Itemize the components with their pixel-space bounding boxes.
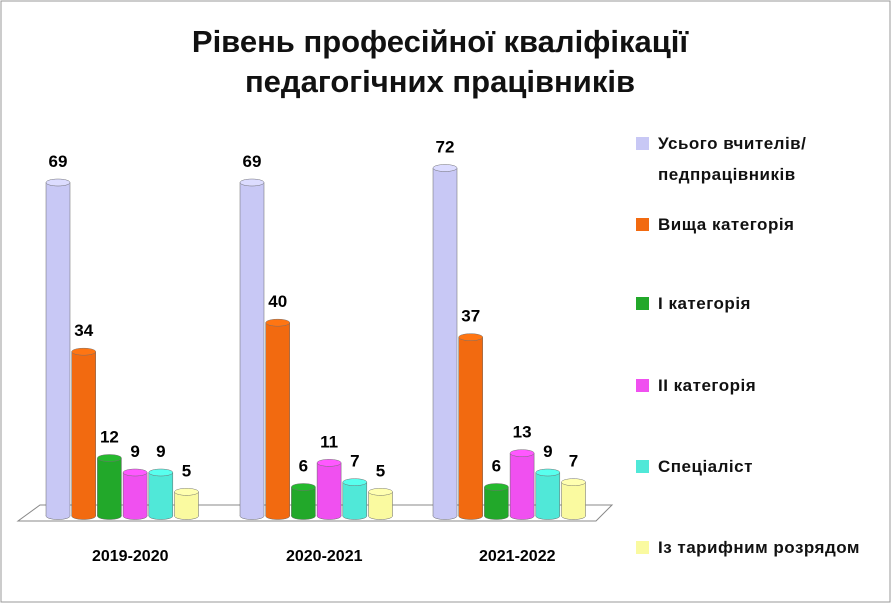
x-tick-label: 2020-2021	[286, 548, 363, 565]
bar-part	[265, 322, 290, 516]
bar	[432, 164, 458, 520]
legend-swatch	[636, 460, 649, 473]
bar	[239, 178, 265, 520]
bar-part	[433, 168, 457, 516]
legend-swatch	[636, 541, 649, 554]
data-label: 9	[156, 442, 165, 461]
legend-label: І категорія	[658, 294, 751, 313]
data-label: 69	[49, 152, 68, 171]
bar-part	[509, 449, 535, 457]
bar	[316, 459, 342, 520]
bar-part	[535, 468, 561, 477]
legend-swatch	[636, 297, 649, 310]
bar-part	[174, 491, 199, 516]
bar-part	[342, 482, 367, 516]
data-label: 9	[130, 442, 139, 461]
bar	[97, 454, 122, 520]
bar-part	[97, 458, 122, 516]
data-label: 5	[376, 461, 385, 480]
bar	[71, 347, 96, 520]
bar-part	[317, 462, 342, 516]
bar-part	[368, 488, 393, 496]
data-label: 72	[436, 137, 455, 156]
bar	[122, 468, 148, 520]
bar-part	[510, 453, 535, 516]
bar-part	[458, 337, 483, 516]
bar-part	[46, 182, 70, 516]
legend-item: Усього вчителів/ педпрацівників	[636, 128, 876, 190]
bar	[484, 483, 509, 520]
bar-part	[342, 478, 368, 486]
chart-title: Рівень професійної кваліфікації педагогі…	[191, 24, 689, 99]
bar-part	[368, 491, 393, 516]
data-label: 34	[74, 321, 93, 340]
bar-part	[432, 164, 458, 172]
legend-item: Спеціаліст	[636, 451, 876, 482]
legend-label: Вища категорія	[658, 215, 795, 234]
bar-part	[265, 318, 290, 327]
bar	[342, 478, 368, 520]
bar	[535, 468, 561, 520]
bar	[265, 318, 290, 520]
data-label: 6	[299, 456, 308, 475]
data-label: 6	[492, 456, 501, 475]
bar-part	[97, 454, 122, 462]
legend-swatch	[636, 218, 649, 231]
bar	[291, 483, 316, 520]
bar-part	[316, 459, 342, 467]
bar-part	[291, 483, 316, 491]
data-label: 7	[569, 452, 578, 471]
bar-part	[240, 182, 264, 516]
x-tick-label: 2021-2022	[479, 548, 556, 565]
bar-part	[484, 483, 509, 491]
legend-item: Із тарифним розрядом	[636, 532, 876, 563]
bar	[509, 449, 535, 520]
data-label: 40	[268, 292, 287, 311]
data-label: 9	[543, 442, 552, 461]
bar-part	[122, 468, 148, 477]
bar-part	[71, 351, 96, 516]
bar	[561, 478, 586, 520]
legend-item: Вища категорія	[636, 209, 876, 240]
data-label: 69	[243, 152, 262, 171]
bar-part	[45, 178, 71, 187]
bar-part	[291, 487, 316, 516]
data-label: 12	[100, 427, 119, 446]
bar-part	[561, 478, 586, 486]
legend-label: Усього вчителів/ педпрацівників	[658, 134, 807, 184]
legend-label: ІІ категорія	[658, 376, 757, 395]
bar	[174, 488, 199, 520]
bar-part	[148, 468, 174, 477]
data-label: 37	[461, 307, 480, 326]
bar-part	[123, 472, 148, 516]
legend-item: І категорія	[636, 288, 876, 319]
bar-part	[561, 482, 586, 516]
data-label: 13	[513, 423, 532, 442]
bar-part	[174, 488, 199, 496]
bar-part	[458, 333, 483, 341]
bar	[148, 468, 174, 520]
legend-swatch	[636, 379, 649, 392]
legend-label: Із тарифним розрядом	[658, 538, 861, 557]
bar	[368, 488, 393, 520]
x-tick-label: 2019-2020	[92, 548, 169, 565]
data-label: 5	[182, 461, 191, 480]
legend-label: Спеціаліст	[658, 457, 753, 476]
data-label: 7	[350, 452, 359, 471]
bar	[45, 178, 71, 520]
bar-part	[148, 472, 173, 516]
bar	[458, 333, 483, 520]
legend-swatch	[636, 137, 649, 150]
legend-item: ІІ категорія	[636, 370, 876, 401]
bar-part	[535, 472, 560, 516]
data-label: 11	[320, 432, 338, 451]
bar-part	[484, 487, 509, 516]
bar-part	[71, 347, 96, 356]
bar-part	[239, 178, 265, 187]
